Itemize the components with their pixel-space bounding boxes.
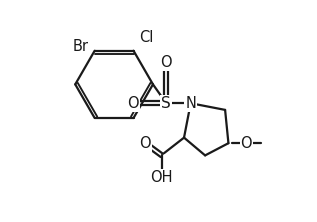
Text: O: O (127, 96, 139, 111)
Text: N: N (185, 96, 196, 111)
Text: S: S (161, 96, 171, 111)
Text: O: O (139, 136, 151, 151)
Text: O: O (160, 55, 172, 70)
Text: O: O (240, 136, 252, 151)
Text: OH: OH (151, 170, 173, 185)
Text: Br: Br (73, 39, 89, 54)
Text: Cl: Cl (139, 30, 153, 45)
